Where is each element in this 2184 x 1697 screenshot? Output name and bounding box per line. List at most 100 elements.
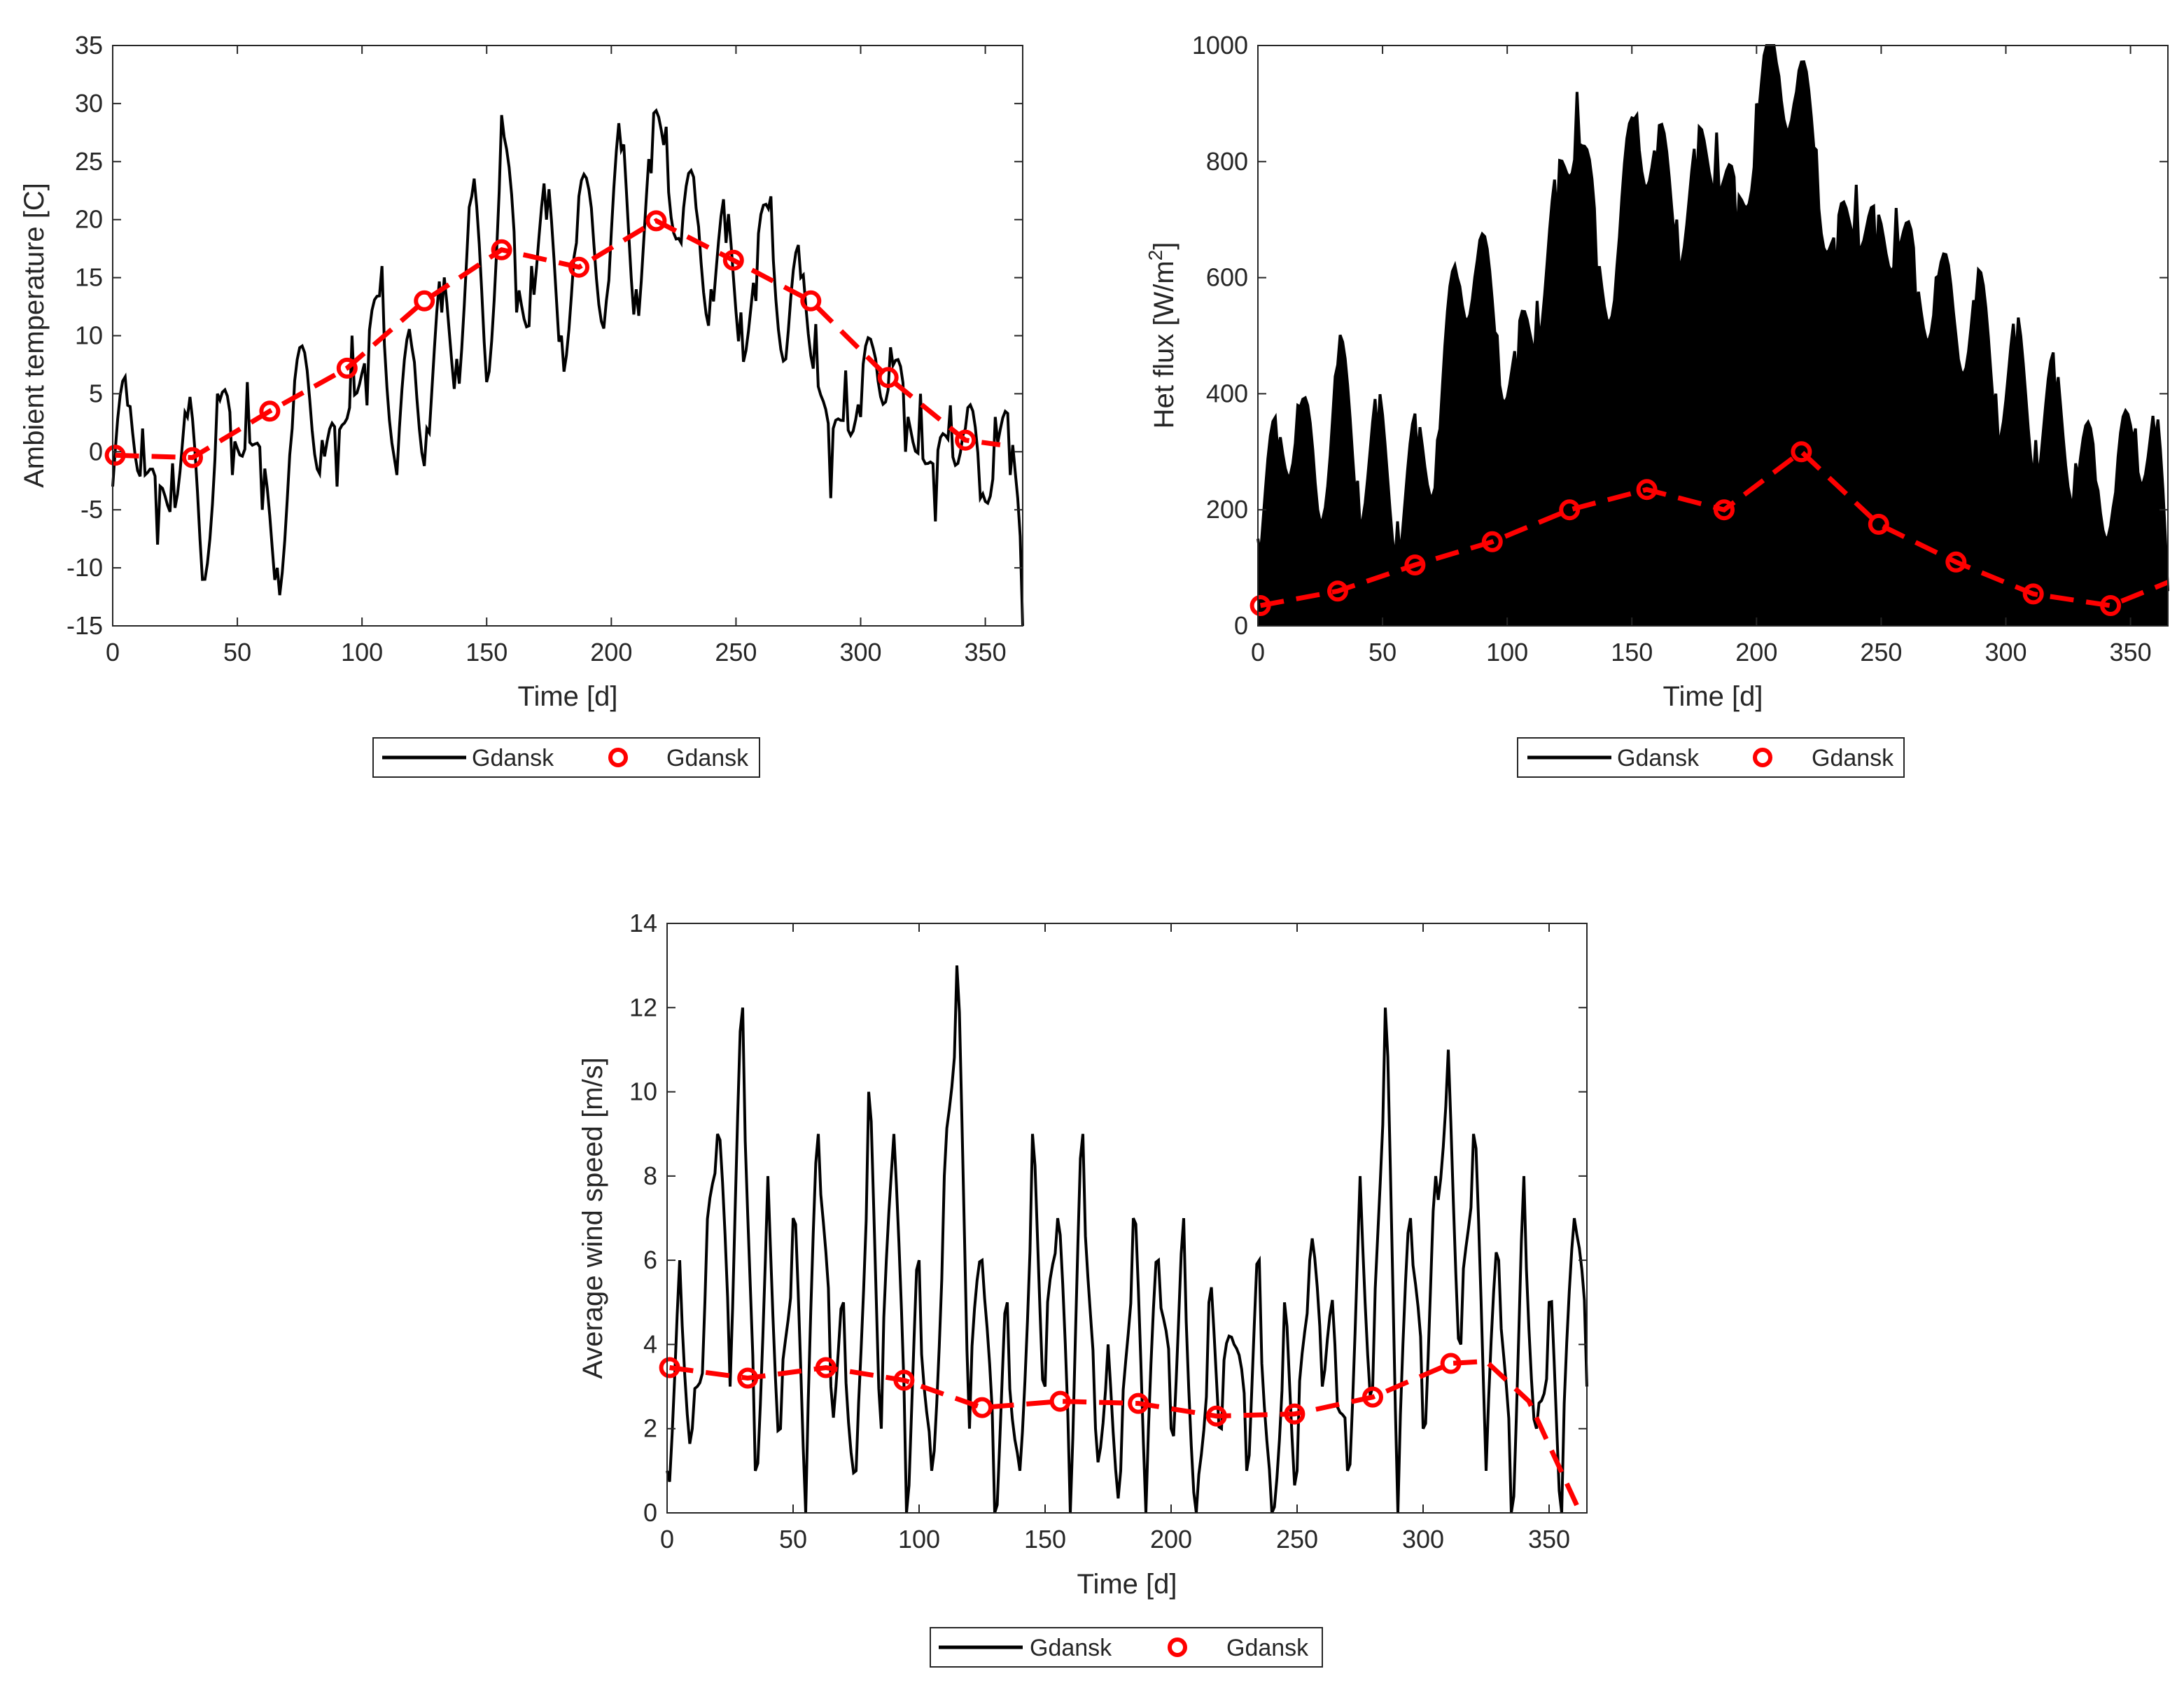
heat-flux-y-label-tail: ] (1149, 242, 1180, 250)
monthly-point (259, 400, 281, 422)
legend-label: Gdansk (666, 745, 749, 771)
monthly-point (1049, 1390, 1071, 1412)
monthly-point (2022, 583, 2044, 605)
temperature-monthly-series-group (104, 210, 1001, 468)
heat-flux-y-ticks: 0 200 400 600 800 1000 (1192, 31, 2168, 640)
y-tick-label: 20 (75, 205, 103, 234)
heat-flux-legend: Gdansk Gdansk (1517, 737, 1905, 778)
monthly-point (815, 1357, 836, 1378)
heat-flux-x-ticks: 0 50 100 150 200 250 300 350 (1251, 46, 2152, 666)
heat-flux-y-label-superscript: 2 (1144, 250, 1166, 261)
monthly-point (1284, 1403, 1306, 1425)
monthly-point (2100, 595, 2122, 616)
monthly-point (1791, 441, 1812, 463)
wind-speed-plot-area (667, 923, 1587, 1513)
wind-speed-legend: Gdansk Gdansk (930, 1627, 1323, 1668)
legend-label: Gdansk (1030, 1635, 1112, 1661)
temperature-x-axis-label: Time [d] (518, 681, 618, 712)
y-tick-label: 0 (643, 1498, 657, 1527)
y-tick-label: -5 (80, 495, 103, 524)
heat-flux-x-axis-label: Time [d] (1663, 681, 1763, 712)
monthly-point (414, 290, 435, 312)
wind-speed-y-ticks: 0 2 4 6 8 10 12 14 (629, 909, 1587, 1527)
wind-speed-x-ticks: 0 50 100 150 200 250 300 350 (660, 923, 1570, 1553)
wind-speed-raw-series-group (666, 965, 1588, 1514)
x-tick-label: 350 (1528, 1525, 1570, 1553)
monthly-point (893, 1369, 915, 1391)
y-tick-label: 400 (1206, 379, 1248, 407)
temperature-y-ticks: -15 -10 -5 0 5 10 15 20 25 30 35 (66, 31, 1023, 640)
y-tick-label: 200 (1206, 495, 1248, 524)
monthly-point (972, 1397, 993, 1418)
y-tick-label: 10 (629, 1077, 657, 1106)
x-tick-label: 0 (660, 1525, 674, 1553)
y-tick-label: 35 (75, 31, 103, 60)
monthly-point (1128, 1392, 1149, 1414)
y-tick-label: -10 (66, 553, 103, 582)
monthly-point (1636, 479, 1658, 501)
temperature-x-ticks: 0 50 100 150 200 250 300 350 (106, 46, 1007, 666)
x-tick-label: 100 (898, 1525, 940, 1553)
monthly-point (955, 429, 976, 451)
monthly-point (800, 290, 822, 312)
x-tick-label: 200 (1150, 1525, 1192, 1553)
x-tick-label: 300 (1402, 1525, 1444, 1553)
x-tick-label: 100 (341, 638, 383, 666)
monthly-point (1250, 595, 1271, 616)
x-tick-label: 200 (1735, 638, 1777, 666)
heat-flux-raw-series-group (1256, 44, 2169, 626)
monthly-point (491, 239, 512, 260)
heat-flux-y-label-main: Het flux [W/m (1149, 260, 1180, 428)
y-tick-label: 6 (643, 1245, 657, 1274)
y-tick-label: 1000 (1192, 31, 1248, 60)
legend-marker-sample (1753, 748, 1772, 767)
y-tick-label: 30 (75, 89, 103, 118)
x-tick-label: 0 (1251, 638, 1265, 666)
wind-speed-axes-frame (666, 923, 1588, 1514)
monthly-point (645, 210, 667, 232)
x-tick-label: 250 (1276, 1525, 1318, 1553)
legend-label: Gdansk (472, 745, 554, 771)
y-tick-label: 12 (629, 993, 657, 1021)
x-tick-label: 50 (223, 638, 251, 666)
x-tick-label: 350 (965, 638, 1007, 666)
y-tick-label: 0 (89, 437, 103, 466)
x-tick-label: 50 (779, 1525, 807, 1553)
legend-label: Gdansk (1617, 745, 1700, 771)
legend-marker-sample (1168, 1637, 1187, 1657)
monthly-point (877, 367, 899, 389)
monthly-point (182, 447, 203, 468)
heat-flux-monthly-series-group (1250, 441, 2169, 616)
wind-speed-x-axis-label: Time [d] (1077, 1569, 1177, 1600)
monthly-point (1559, 499, 1581, 521)
wind-speed-plot: 0 2 4 6 8 10 12 14 0 50 100 150 200 250 300 350 Time [… (578, 909, 1588, 1600)
x-tick-label: 150 (465, 638, 507, 666)
y-tick-label: 600 (1206, 263, 1248, 292)
monthly-point (1404, 554, 1426, 575)
monthly-point (1205, 1405, 1227, 1427)
monthly-point (1362, 1386, 1383, 1408)
monthly-point (568, 256, 589, 278)
x-tick-label: 300 (1984, 638, 2026, 666)
temperature-raw-series-group (111, 108, 1024, 627)
legend-label: Gdansk (1226, 1635, 1309, 1661)
x-tick-label: 0 (106, 638, 120, 666)
y-tick-label: 14 (629, 909, 657, 937)
monthly-point (722, 249, 744, 271)
temperature-legend: Gdansk Gdansk (372, 737, 760, 778)
y-tick-label: 25 (75, 147, 103, 176)
monthly-point (1440, 1353, 1462, 1374)
wind-speed-y-axis-label: Average wind speed [m/s] (578, 1057, 608, 1379)
raw-series-line (111, 108, 1024, 627)
legend-marker-sample (608, 748, 628, 767)
x-tick-label: 350 (2110, 638, 2152, 666)
x-tick-label: 250 (1860, 638, 1902, 666)
monthly-point (1327, 580, 1348, 602)
heat-flux-axes-frame (1257, 45, 2169, 627)
y-tick-label: 0 (1234, 611, 1248, 640)
monthly-point (1481, 531, 1503, 552)
y-tick-label: 2 (643, 1414, 657, 1443)
x-tick-label: 250 (715, 638, 757, 666)
